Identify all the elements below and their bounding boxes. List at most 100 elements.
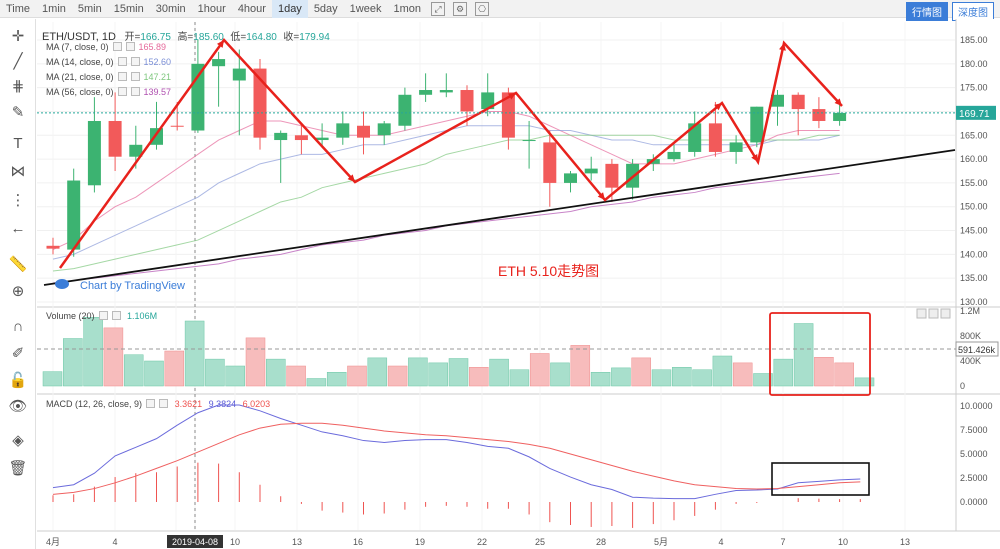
volume-tag-bg [955,341,999,357]
x-tick-label: 13 [900,537,910,547]
volume-tick-label: 0 [960,381,965,391]
macd-tick-label: 0.0000 [960,497,988,507]
close-icon[interactable] [125,42,135,51]
ma-value: 139.57 [143,87,172,97]
timeframe-1day[interactable]: 1day [271,0,308,18]
candle-body [377,123,391,136]
arrow-head [597,192,605,200]
candle-body [543,142,557,183]
eye-icon[interactable] [98,311,108,320]
macd-line [52,404,861,500]
volume-bar [631,357,651,387]
candle-body [791,94,805,110]
highlight-box-volume [769,312,871,396]
lock-drawing-icon[interactable]: ✐ [11,345,25,362]
close-icon[interactable] [130,72,140,81]
macd-label: MACD (12, 26, close, 9) [46,399,143,409]
timeframe-1week[interactable]: 1week [349,2,382,15]
volume-bar [834,362,854,387]
candle-body [605,163,619,188]
y-tick-label: 175.00 [960,83,988,93]
timeframe-time[interactable]: Time [6,2,31,15]
candle-body [274,132,288,141]
volume-value: 1.106M [127,311,158,321]
timeframe-1mon[interactable]: 1mon [393,2,421,15]
lock-icon[interactable]: 🔓 [8,372,28,389]
zoom-icon[interactable]: ⊕ [11,283,25,300]
timeframe-1hour[interactable]: 1hour [197,2,226,15]
macd-tick-label: 7.5000 [960,425,988,435]
x-tick-label: 25 [535,537,545,547]
volume-bar [42,371,63,387]
x-tick-label: 4 [112,537,117,547]
x-tick-label: 5月 [654,537,668,547]
eye-icon[interactable] [117,72,127,81]
volume-bar [509,369,530,387]
pattern-icon[interactable]: ⋈ [10,163,26,180]
fib-icon[interactable]: ⋮ [10,192,26,209]
eye-icon[interactable]: 👁 [8,398,28,415]
ma-legend-row: MA (21, close, 0) 147.21 [46,72,171,82]
timeframe-5day[interactable]: 5day [313,2,338,15]
x-tick-label: 7 [780,537,785,547]
y-tick-label: 185.00 [960,35,988,45]
timeframe-5min[interactable]: 5min [77,2,102,15]
trash-icon[interactable]: 🗑 [8,460,28,477]
x-tick-label: 22 [477,537,487,547]
close-icon[interactable] [130,57,140,66]
trend-line-icon[interactable]: ╱ [13,53,23,70]
timeframe-1min[interactable]: 1min [42,2,66,15]
y-tick-label: 145.00 [960,226,988,236]
ruler-icon[interactable]: 📏 [8,256,28,273]
crosshair-icon[interactable]: ✛ [11,28,25,45]
eye-icon[interactable] [146,399,156,408]
tradingview-watermark: Chart by TradingView [80,280,185,292]
eye-icon[interactable] [117,87,127,96]
candle-body [564,173,577,183]
text-icon[interactable]: T [13,135,23,152]
ma-legend-row: MA (7, close, 0) 165.89 [46,42,166,52]
timeframe-30min[interactable]: 30min [155,2,186,15]
volume-bar [225,365,245,387]
macd-value-1: 3.3621 [174,399,203,409]
volume-bar [367,357,388,387]
candle-body [501,92,515,138]
highlight-box-macd [771,462,870,496]
volume-tick-label: 1.2M [960,306,980,316]
tradingview-logo-icon [55,279,69,289]
brush-icon[interactable]: ✎ [11,104,25,121]
volume-bar [732,362,753,387]
y-tick-label: 130.00 [960,297,988,307]
timeframe-4hour[interactable]: 4hour [237,2,266,15]
candle-body [191,63,205,131]
kline-view-button[interactable]: 行情图 [906,2,948,21]
volume-bar [692,369,712,387]
eye-icon[interactable] [117,57,127,66]
indicators-icon[interactable]: ⎔ [475,1,489,16]
y-tick-label: 160.00 [960,154,988,164]
ma-label: MA (21, close, 0) [46,72,114,82]
close-label: 收= [283,32,300,43]
close-icon[interactable] [159,399,169,408]
low-label: 低= [230,32,247,43]
eye-icon[interactable] [112,42,122,51]
signal-line [52,422,861,495]
layers-icon[interactable]: ◈ [12,432,24,449]
volume-tick-label: 400K [960,356,981,366]
fullscreen-icon[interactable]: ⤢ [431,1,445,16]
close-icon[interactable] [130,87,140,96]
volume-bar [144,360,164,387]
volume-bar [814,357,834,387]
timeframe-15min[interactable]: 15min [113,2,144,15]
settings-icon[interactable]: ⚙ [453,1,467,16]
candle-body [108,120,122,157]
x-tick-label: 16 [353,537,363,547]
parallel-lines-icon[interactable]: ⋕ [11,78,25,95]
back-arrow-icon[interactable]: ← [10,220,26,237]
volume-bar [854,377,875,387]
volume-bar [387,365,408,387]
candle-body [129,144,143,157]
close-icon[interactable] [111,311,121,320]
magnet-icon[interactable]: ∩ [12,318,24,335]
